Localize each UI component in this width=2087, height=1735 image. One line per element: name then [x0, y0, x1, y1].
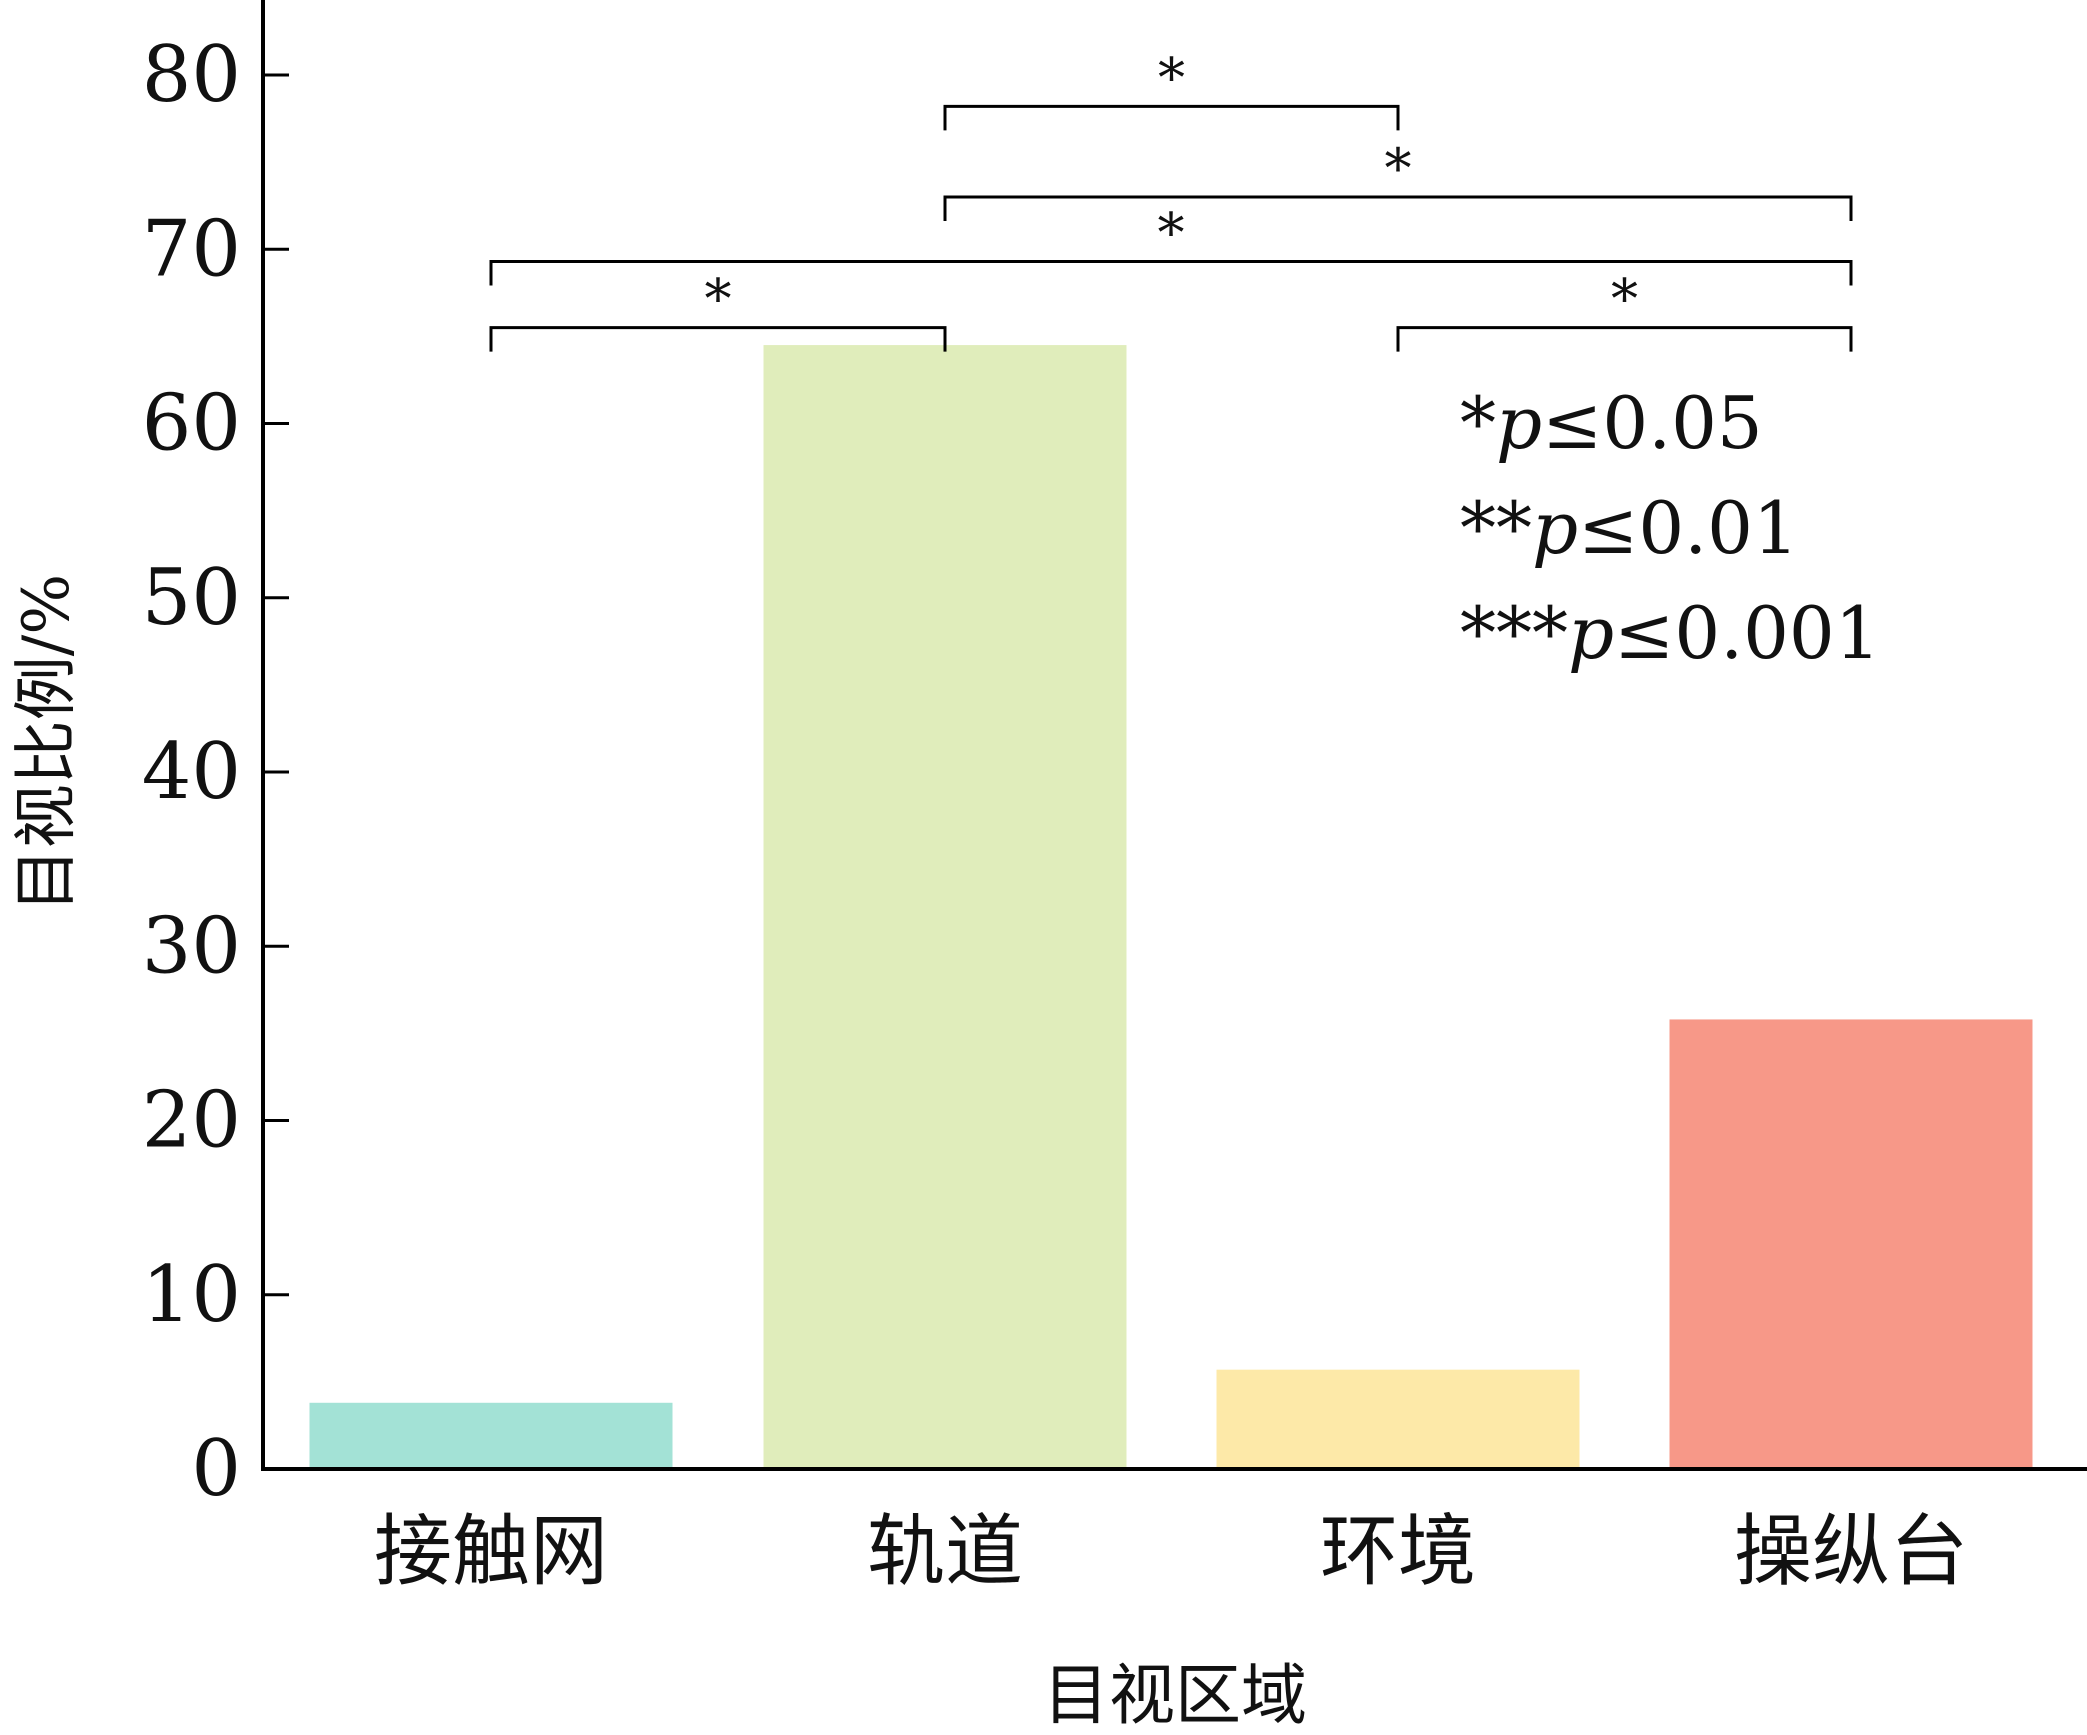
bar-3	[1216, 1369, 1580, 1469]
y-axis-label: 目视比例/%	[10, 574, 84, 912]
bar-4	[1669, 1019, 2033, 1469]
x-tick-label: 接触网	[374, 1507, 608, 1597]
x-tick-label: 环境	[1320, 1507, 1476, 1597]
y-tick-label: 60	[142, 379, 241, 469]
significance-bracket-1	[489, 326, 947, 352]
axes-group	[261, 0, 2087, 1471]
y-tick-label: 0	[191, 1424, 241, 1514]
y-tick-label: 30	[142, 901, 241, 991]
y-tick-label: 50	[142, 553, 241, 643]
significance-legend: *p≤0.05 **p≤0.01 ***p≤0.001	[1460, 381, 1881, 675]
y-tick-label: 40	[142, 727, 241, 817]
y-tick-label: 10	[142, 1250, 241, 1340]
legend-line-2: **p≤0.01	[1460, 486, 1799, 570]
significance-star: *	[1385, 137, 1412, 200]
significance-bracket-2	[489, 259, 1853, 286]
significance-bracket-3	[943, 195, 1853, 221]
bars-group	[309, 345, 2033, 1469]
x-tick-labels-group: 接触网 轨道 环境 操纵台	[374, 1507, 1968, 1597]
bar-1	[309, 1402, 673, 1469]
legend-line-1: *p≤0.05	[1460, 381, 1763, 465]
y-ticks-group: 0 10 20 30 40 50 60 70 80	[142, 30, 289, 1514]
y-tick-label: 80	[142, 30, 241, 120]
x-axis-label: 目视区域	[1043, 1657, 1307, 1734]
significance-bracket-5	[1396, 326, 1853, 352]
x-tick-label: 操纵台	[1734, 1507, 1968, 1597]
legend-line-3: ***p≤0.001	[1460, 591, 1881, 675]
x-tick-label: 轨道	[867, 1507, 1023, 1597]
y-tick-label: 20	[142, 1076, 241, 1166]
bar-2	[763, 345, 1127, 1469]
y-tick-label: 70	[142, 204, 241, 294]
significance-bracket-4	[943, 104, 1400, 131]
significance-star: *	[1158, 201, 1185, 264]
significance-star: *	[1158, 46, 1185, 109]
significance-star: *	[705, 268, 732, 331]
significance-brackets: * * * * *	[489, 46, 1853, 352]
significance-star: *	[1611, 268, 1638, 331]
